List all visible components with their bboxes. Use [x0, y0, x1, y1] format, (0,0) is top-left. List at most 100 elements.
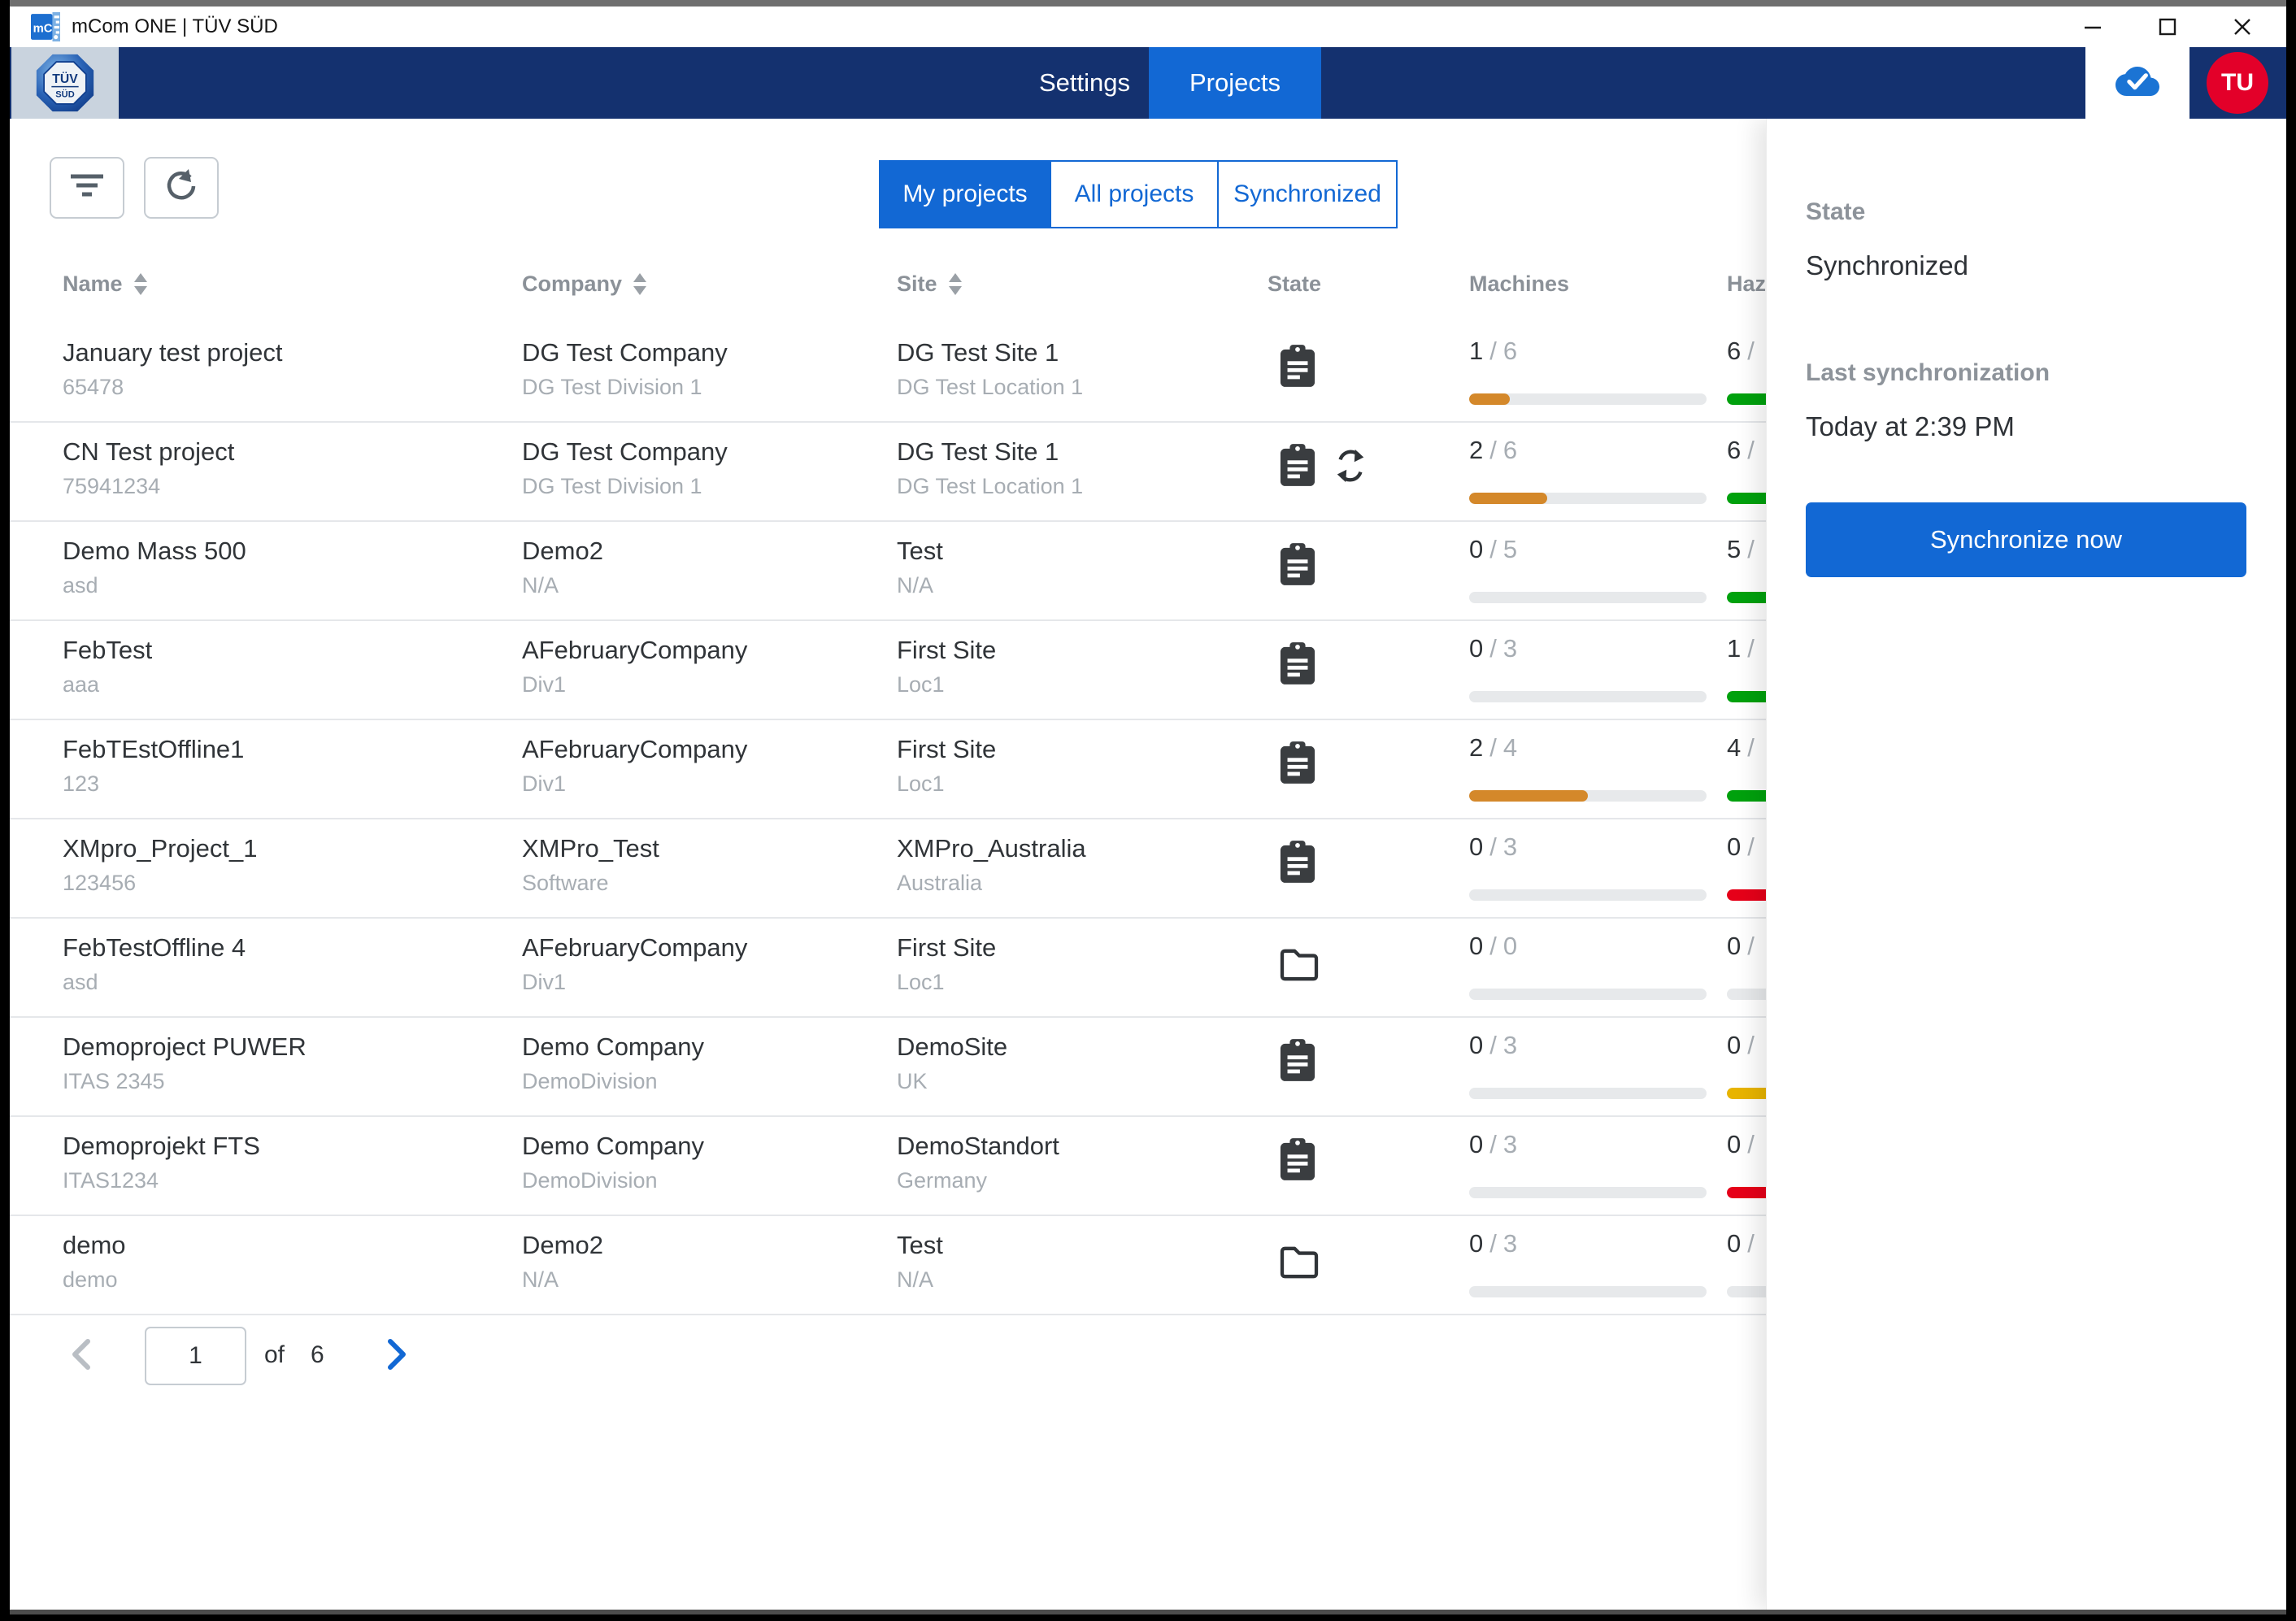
machines-count: 0/3 [1469, 1229, 1518, 1258]
machines-count: 2/4 [1469, 733, 1518, 762]
state-cell [1279, 1245, 1320, 1284]
machines-count: 0/3 [1469, 1031, 1518, 1059]
clipboard-icon [1279, 841, 1316, 889]
synchronize-now-button[interactable]: Synchronize now [1806, 502, 2246, 577]
site-name: DemoStandort [897, 1132, 1059, 1160]
division-name: DG Test Division 1 [522, 375, 702, 399]
tab-my-projects[interactable]: My projects [879, 160, 1051, 228]
location-name: DG Test Location 1 [897, 474, 1084, 498]
close-button[interactable] [2205, 7, 2280, 47]
hazards-count: 0/ [1727, 1031, 1755, 1059]
clipboard-icon [1279, 444, 1316, 492]
pagination-total: 6 [311, 1341, 324, 1368]
machines-progress-bar [1469, 592, 1707, 603]
state-cell [1279, 741, 1316, 789]
refresh-button[interactable] [144, 157, 219, 219]
previous-page-button[interactable] [68, 1336, 104, 1372]
column-header-hazards: Haz [1727, 272, 1767, 296]
company-name: AFebruaryCompany [522, 636, 748, 664]
view-tabs: My projects All projects Synchronized [879, 160, 1398, 228]
hazards-count: 0/ [1727, 1229, 1755, 1258]
site-name: Test [897, 537, 943, 565]
project-id: demo [63, 1267, 118, 1292]
hazards-count: 0/ [1727, 832, 1755, 861]
filter-button[interactable] [50, 157, 124, 219]
project-name: XMpro_Project_1 [63, 834, 258, 863]
location-name: Australia [897, 871, 983, 895]
state-cell [1279, 345, 1316, 393]
nav-tab-projects[interactable]: Projects [1149, 47, 1321, 119]
state-cell [1279, 543, 1316, 591]
table-header: Name Company Site State Machines Haz [10, 263, 2286, 315]
company-name: DG Test Company [522, 338, 728, 367]
site-name: First Site [897, 933, 997, 962]
column-header-site[interactable]: Site [897, 272, 962, 297]
hazards-count: 0/ [1727, 932, 1755, 960]
nav-tabs: Settings Projects [1020, 47, 1321, 119]
svg-text:mC: mC [33, 22, 53, 35]
tab-synchronized-label: Synchronized [1233, 180, 1381, 207]
site-name: DG Test Site 1 [897, 437, 1059, 466]
company-name: AFebruaryCompany [522, 933, 748, 962]
machines-progress-bar [1469, 691, 1707, 702]
sort-icon [948, 273, 962, 295]
clipboard-icon [1279, 1039, 1316, 1087]
company-name: Demo Company [522, 1032, 704, 1061]
main-content: My projects All projects Synchronized Na… [10, 119, 2286, 1610]
division-name: Div1 [522, 672, 567, 697]
hazards-count: 6/ [1727, 337, 1755, 365]
division-name: N/A [522, 573, 559, 598]
tab-all-projects[interactable]: All projects [1050, 160, 1219, 228]
app-icon: mC [31, 12, 60, 41]
column-header-name[interactable]: Name [63, 272, 147, 297]
tuv-sud-logo: TÜV SÜD [11, 47, 119, 119]
machines-count: 0/3 [1469, 634, 1518, 663]
app-window: mC mCom ONE | TÜV SÜD [10, 0, 2286, 1614]
project-name: Demo Mass 500 [63, 537, 246, 565]
project-name: Demoproject PUWER [63, 1032, 307, 1061]
project-id: ITAS 2345 [63, 1069, 165, 1093]
state-cell [1279, 642, 1316, 690]
project-id: 65478 [63, 375, 124, 399]
company-name: DG Test Company [522, 437, 728, 466]
sync-panel: State Synchronized Last synchronization … [1766, 119, 2286, 1610]
sync-status-button[interactable] [2085, 47, 2189, 119]
project-name: January test project [63, 338, 283, 367]
user-avatar[interactable]: TU [2207, 52, 2268, 114]
nav-tab-settings[interactable]: Settings [1020, 47, 1149, 119]
next-page-button[interactable] [384, 1336, 420, 1372]
project-name: FebTest [63, 636, 153, 664]
folder-icon [1279, 948, 1320, 986]
clipboard-icon [1279, 1138, 1316, 1186]
state-cell [1279, 841, 1316, 889]
division-name: Div1 [522, 771, 567, 796]
column-header-state: State [1268, 272, 1322, 296]
location-name: Germany [897, 1168, 988, 1193]
division-name: Div1 [522, 970, 567, 994]
clipboard-icon [1279, 345, 1316, 393]
tab-synchronized[interactable]: Synchronized [1217, 160, 1398, 228]
hazards-count: 1/ [1727, 634, 1755, 663]
sort-icon [133, 273, 147, 295]
column-header-company[interactable]: Company [522, 272, 647, 297]
site-name: Test [897, 1231, 943, 1259]
minimize-button[interactable] [2055, 7, 2130, 47]
svg-text:SÜD: SÜD [55, 89, 74, 100]
site-name: DG Test Site 1 [897, 338, 1059, 367]
sync-in-progress-icon [1333, 448, 1368, 488]
machines-count: 0/3 [1469, 1130, 1518, 1158]
machines-count: 1/6 [1469, 337, 1518, 365]
state-cell [1279, 948, 1320, 986]
hazards-count: 6/ [1727, 436, 1755, 464]
synchronize-now-label: Synchronize now [1929, 525, 2123, 554]
sort-icon [633, 273, 647, 295]
division-name: Software [522, 871, 609, 895]
refresh-icon [163, 168, 199, 208]
page-number-input[interactable] [145, 1327, 246, 1385]
maximize-button[interactable] [2130, 7, 2205, 47]
machines-progress-bar [1469, 1286, 1707, 1297]
project-name: CN Test project [63, 437, 235, 466]
project-name: FebTEstOffline1 [63, 735, 245, 763]
column-header-machines: Machines [1469, 272, 1570, 296]
state-cell [1279, 1039, 1316, 1087]
